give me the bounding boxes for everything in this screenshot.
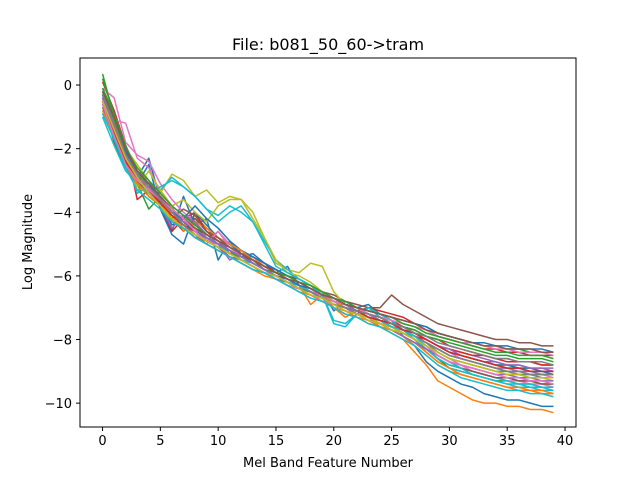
x-axis-label: Mel Band Feature Number [243, 456, 414, 471]
y-tick-label: −2 [53, 143, 72, 158]
x-tick-label: 30 [441, 434, 458, 449]
series-line-s39 [101, 100, 554, 379]
y-tick-label: 0 [64, 79, 72, 94]
x-tick-label: 15 [268, 434, 285, 449]
plot-area-frame [79, 57, 577, 428]
series-line-s37 [101, 103, 554, 385]
y-tick-label: −10 [45, 397, 72, 412]
y-tick-label: −8 [53, 334, 72, 349]
y-axis-label: Log Magnitude [21, 194, 36, 290]
y-tick-label: −6 [53, 270, 72, 285]
x-tick-label: 25 [383, 434, 400, 449]
series-lines [101, 73, 554, 414]
y-tick-label: −4 [53, 206, 72, 221]
axis-ticks: 0 5 10 15 20 25 30 35 40 0 −2 −4 −6 −8 −10 [45, 79, 574, 449]
x-tick-label: 0 [98, 434, 106, 449]
x-tick-label: 40 [557, 434, 574, 449]
x-tick-label: 5 [156, 434, 164, 449]
x-tick-label: 10 [210, 434, 227, 449]
series-line-s33 [101, 87, 554, 360]
x-tick-label: 20 [326, 434, 343, 449]
x-tick-label: 35 [499, 434, 516, 449]
chart-title: File: b081_50_60->tram [232, 35, 424, 55]
series-line-s40 [101, 113, 554, 398]
